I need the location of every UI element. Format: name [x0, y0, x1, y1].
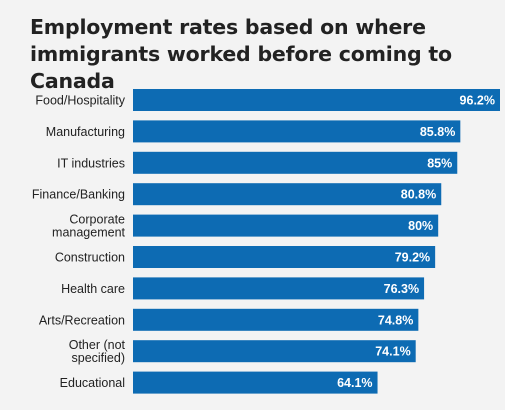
- category-label: Corporate management: [52, 213, 125, 240]
- bar-value-label: 64.1%: [337, 376, 372, 390]
- bar-value-label: 96.2%: [460, 94, 495, 108]
- bar-value-label: 74.1%: [375, 345, 410, 359]
- bar: [133, 371, 378, 394]
- bar-value-label: 74.8%: [378, 313, 413, 327]
- bar: [133, 277, 425, 300]
- bar: [133, 183, 442, 206]
- bar-value-label: 85.8%: [420, 125, 455, 139]
- bar-value-label: 85%: [427, 156, 452, 170]
- bar: [133, 89, 500, 111]
- category-label: Manufacturing: [46, 125, 125, 139]
- bar: [133, 120, 461, 143]
- bar: [133, 151, 458, 174]
- bar: [133, 246, 436, 268]
- bar: [133, 308, 419, 331]
- bar: [133, 340, 416, 363]
- category-label: Construction: [55, 251, 125, 265]
- category-label: Food/Hospitality: [35, 94, 125, 108]
- bar-value-label: 80.8%: [401, 188, 436, 202]
- category-label: Other (not specified): [69, 338, 126, 365]
- category-label: Health care: [61, 282, 125, 296]
- bar-value-label: 76.3%: [384, 282, 419, 296]
- category-label: Finance/Banking: [32, 188, 125, 202]
- bar-value-label: 79.2%: [395, 251, 430, 265]
- category-label: Educational: [60, 376, 125, 390]
- bar-value-label: 80%: [408, 219, 433, 233]
- category-label: Arts/Recreation: [39, 313, 125, 327]
- category-label: IT industries: [57, 156, 125, 170]
- chart-title: Employment rates based on where immigran…: [30, 15, 452, 93]
- bar: [133, 214, 439, 237]
